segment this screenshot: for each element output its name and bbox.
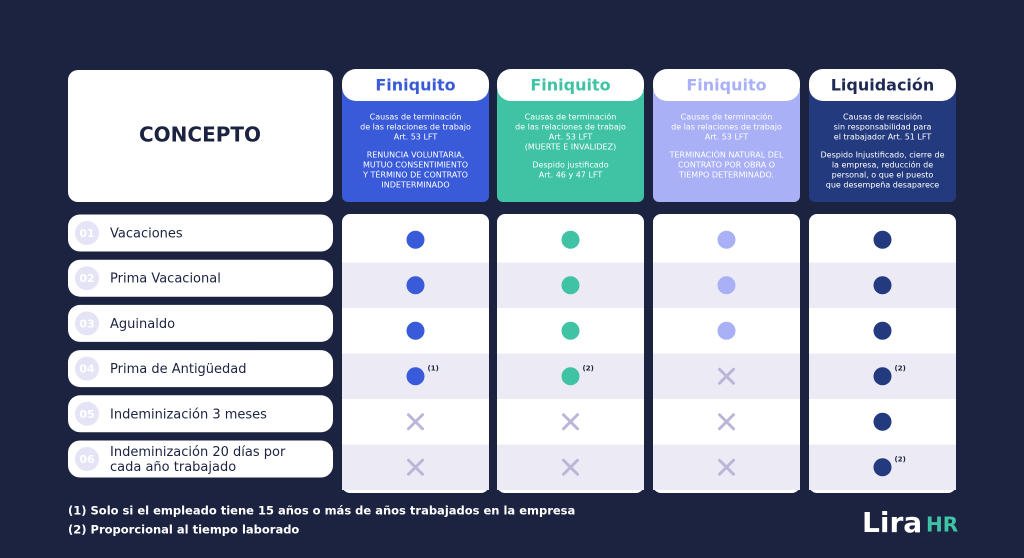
column-header-body <box>809 86 956 202</box>
included-dot <box>561 367 580 386</box>
column-title-pill <box>653 69 800 101</box>
included-dot <box>873 321 892 340</box>
column-detail: Despido Injustificado, cierre de <box>821 151 945 160</box>
column-title-pill <box>809 69 956 101</box>
row-pill <box>68 304 333 342</box>
included-dot <box>406 367 425 386</box>
included-dot <box>717 230 736 249</box>
included-dot <box>561 276 580 295</box>
column-title: Finiquito <box>686 76 766 95</box>
column-detail: CONTRATO POR OBRA O <box>678 161 775 170</box>
not-included-cross <box>407 413 424 431</box>
row-pill <box>68 259 333 297</box>
not-included-cross <box>718 413 735 431</box>
column-detail: la empresa, reducción de <box>832 160 933 170</box>
column-intro: el trabajador Art. 51 LFT <box>834 133 932 142</box>
column-header-body <box>653 86 800 202</box>
column-intro: (MUERTE E INVALIDEZ) <box>525 143 616 152</box>
not-included-cross <box>562 458 579 476</box>
column-detail: que desempeña desaparece <box>826 181 939 190</box>
included-dot <box>406 230 425 249</box>
logo-name: Lira <box>862 506 922 539</box>
row-label: Aguinaldo <box>110 317 175 332</box>
row-number: 04 <box>79 363 95 376</box>
row-number-badge <box>75 266 99 291</box>
row-number-badge <box>75 311 99 336</box>
footnote: (2) Proporcional al tiempo laborado <box>68 523 299 537</box>
column-intro: Causas de terminación <box>525 112 617 122</box>
row-label: Indeminización 3 meses <box>110 407 267 422</box>
column-header-body <box>342 86 489 202</box>
column-intro: Art. 53 LFT <box>705 133 749 142</box>
logo-suffix: HR <box>926 513 958 537</box>
column-intro: Causas de terminación <box>681 112 773 122</box>
row-label: Vacaciones <box>110 227 183 242</box>
column-intro: de las relaciones de trabajo <box>515 123 626 132</box>
cell-note: (1) <box>428 364 439 372</box>
row-label: Prima de Antigüedad <box>110 362 247 377</box>
row-label: Prima Vacacional <box>110 272 221 287</box>
row-number-badge <box>75 356 99 381</box>
cell-note: (2) <box>895 455 906 463</box>
row-number: 03 <box>79 317 94 330</box>
row-pill <box>68 440 333 478</box>
row-number: 06 <box>79 453 95 466</box>
row-number: 02 <box>79 272 94 285</box>
row-number-badge <box>75 221 99 245</box>
concept-title: CONCEPTO <box>139 123 261 147</box>
column-title: Finiquito <box>375 76 455 95</box>
column-detail: Art. 46 y 47 LFT <box>539 171 603 180</box>
included-dot <box>717 276 736 295</box>
column-intro: Causas de rescisión <box>843 112 922 122</box>
column-intro: sin responsabilidad para <box>834 123 932 132</box>
row-pill <box>68 395 333 433</box>
column-detail: INDETERMINADO <box>381 181 449 190</box>
column-title-pill <box>497 69 644 101</box>
column-detail: personal, o que el puesto <box>832 171 934 180</box>
included-dot <box>873 230 892 249</box>
not-included-cross <box>407 458 424 476</box>
column-detail: TIEMPO DETERMINADO. <box>678 171 774 180</box>
row-number: 01 <box>79 227 94 240</box>
row-label: Indeminización 20 días por <box>110 445 286 460</box>
concept-box <box>68 70 333 202</box>
column-detail: RENUNCIA VOLUNTARIA, <box>367 151 465 160</box>
column-detail: Despido justificado <box>532 161 608 170</box>
included-dot <box>406 321 425 340</box>
row-number-badge <box>75 447 99 471</box>
row-pill <box>68 214 333 252</box>
column-header-body <box>497 86 644 202</box>
column-title-pill <box>342 69 489 101</box>
included-dot <box>561 230 580 249</box>
not-included-cross <box>718 458 735 476</box>
included-dot <box>873 367 892 386</box>
cell-note: (2) <box>895 364 906 372</box>
column-intro: de las relaciones de trabajo <box>671 123 782 132</box>
column-intro: Art. 53 LFT <box>394 133 438 142</box>
column-intro: de las relaciones de trabajo <box>360 123 471 132</box>
column-detail: Y TÉRMINO DE CONTRATO <box>362 169 468 180</box>
column-intro: Causas de terminación <box>370 112 462 122</box>
included-dot <box>717 321 736 340</box>
included-dot <box>561 321 580 340</box>
not-included-cross <box>562 413 579 431</box>
column-intro: Art. 53 LFT <box>549 133 593 142</box>
column-title: Finiquito <box>530 76 610 95</box>
footnote: (1) Solo si el empleado tiene 15 años o … <box>68 504 575 518</box>
not-included-cross <box>718 367 735 385</box>
included-dot <box>873 412 892 431</box>
row-pill <box>68 350 333 388</box>
row-number-badge <box>75 401 99 426</box>
included-dot <box>873 458 892 477</box>
included-dot <box>873 276 892 295</box>
row-number: 05 <box>79 408 94 421</box>
column-detail: MUTUO CONSENTIMIENTO <box>363 161 468 170</box>
cell-note: (2) <box>583 364 594 372</box>
included-dot <box>406 276 425 295</box>
column-detail: TERMINACIÓN NATURAL DEL <box>669 149 784 160</box>
column-title: Liquidación <box>831 76 935 95</box>
row-label: cada año trabajado <box>110 460 236 475</box>
